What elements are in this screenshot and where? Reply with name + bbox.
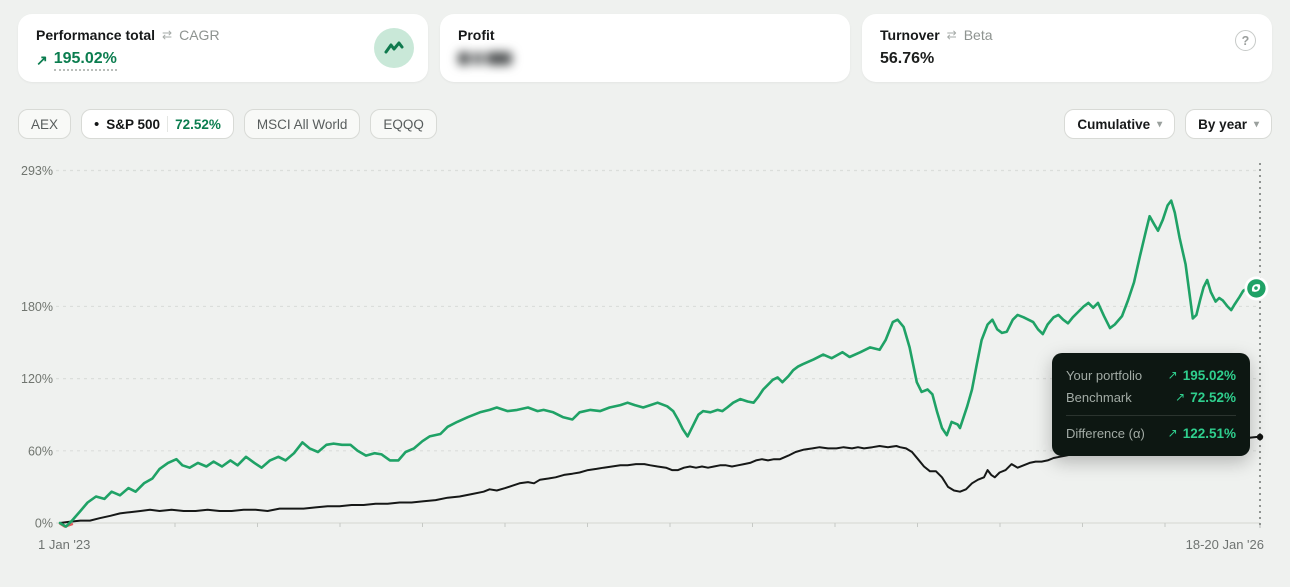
- svg-text:180%: 180%: [21, 300, 53, 314]
- chip-label: EQQQ: [383, 116, 424, 132]
- trend-up-arrow-icon: ↗: [1167, 426, 1178, 440]
- benchmark-chip-aex[interactable]: AEX: [18, 109, 72, 139]
- svg-text:120%: 120%: [21, 372, 53, 386]
- chevron-down-icon: ▾: [1157, 118, 1163, 130]
- performance-card: Performance total ⇄ CAGR ↗ 195.02%: [18, 14, 428, 82]
- tooltip-divider: [1066, 415, 1236, 416]
- profit-card-title: Profit: [458, 27, 495, 43]
- x-axis-end-label: 18-20 Jan '26: [1185, 537, 1264, 552]
- chip-divider: [167, 116, 169, 132]
- performance-badge: [374, 28, 414, 68]
- performance-chart: 0% 60% 120% 180% 293% 1 Jan '23 18-20 Jan '2…: [0, 147, 1290, 585]
- tooltip-difference-label: Difference (α): [1066, 425, 1145, 441]
- chip-label: MSCI All World: [256, 116, 348, 132]
- turnover-value: 56.76%: [880, 50, 935, 67]
- performance-value: 195.02%: [53, 50, 117, 71]
- chart-tooltip: Your portfolio ↗ 195.02% Benchmark ↗ 72.52…: [1052, 353, 1250, 456]
- benchmark-return-value: 72.52%: [175, 116, 221, 132]
- swap-arrows-icon[interactable]: ⇄: [946, 28, 957, 42]
- chip-label: S&P 500: [106, 116, 161, 132]
- tooltip-benchmark-label: Benchmark: [1066, 389, 1132, 405]
- svg-text:293%: 293%: [21, 164, 53, 178]
- performance-card-title: Performance total: [36, 27, 156, 43]
- stat-cards-row: Performance total ⇄ CAGR ↗ 195.02% Profi…: [0, 0, 1290, 82]
- series-color-dot: •: [94, 115, 100, 133]
- benchmark-chip-eqqq[interactable]: EQQQ: [370, 109, 437, 139]
- tooltip-portfolio-value: 195.02%: [1182, 367, 1236, 383]
- view-mode-dropdown[interactable]: Cumulative ▾: [1064, 109, 1176, 139]
- profit-value-redacted: [458, 52, 834, 65]
- granularity-dropdown[interactable]: By year ▾: [1185, 109, 1272, 139]
- svg-text:60%: 60%: [28, 444, 53, 458]
- profit-card: Profit: [440, 14, 850, 82]
- turnover-alt-metric[interactable]: Beta: [963, 27, 993, 43]
- benchmark-chip-sp500[interactable]: • S&P 500 72.52%: [81, 109, 234, 139]
- turnover-card-title: Turnover: [880, 27, 940, 43]
- chip-label: AEX: [31, 116, 59, 132]
- trend-up-arrow-icon: ↗: [1167, 368, 1178, 382]
- view-mode-value: Cumulative: [1077, 116, 1151, 132]
- granularity-value: By year: [1198, 116, 1247, 132]
- svg-text:0%: 0%: [35, 517, 53, 531]
- chevron-down-icon: ▾: [1253, 118, 1259, 130]
- performance-alt-metric[interactable]: CAGR: [179, 27, 220, 43]
- tooltip-portfolio-label: Your portfolio: [1066, 367, 1143, 383]
- x-axis-start-label: 1 Jan '23: [38, 537, 91, 552]
- tooltip-difference-value: 122.51%: [1182, 425, 1236, 441]
- controls-row: AEX • S&P 500 72.52% MSCI All World EQQQ…: [0, 109, 1290, 139]
- question-mark-icon[interactable]: ?: [1235, 30, 1256, 51]
- tooltip-benchmark-value: 72.52%: [1190, 389, 1236, 405]
- trend-zigzag-icon: [384, 41, 404, 54]
- benchmark-chip-msci-all-world[interactable]: MSCI All World: [243, 109, 361, 139]
- trend-up-arrow-icon: ↗: [36, 52, 48, 68]
- trend-up-arrow-icon: ↗: [1175, 390, 1186, 404]
- turnover-card: Turnover ⇄ Beta 56.76% ?: [862, 14, 1272, 82]
- swap-arrows-icon[interactable]: ⇄: [162, 28, 173, 42]
